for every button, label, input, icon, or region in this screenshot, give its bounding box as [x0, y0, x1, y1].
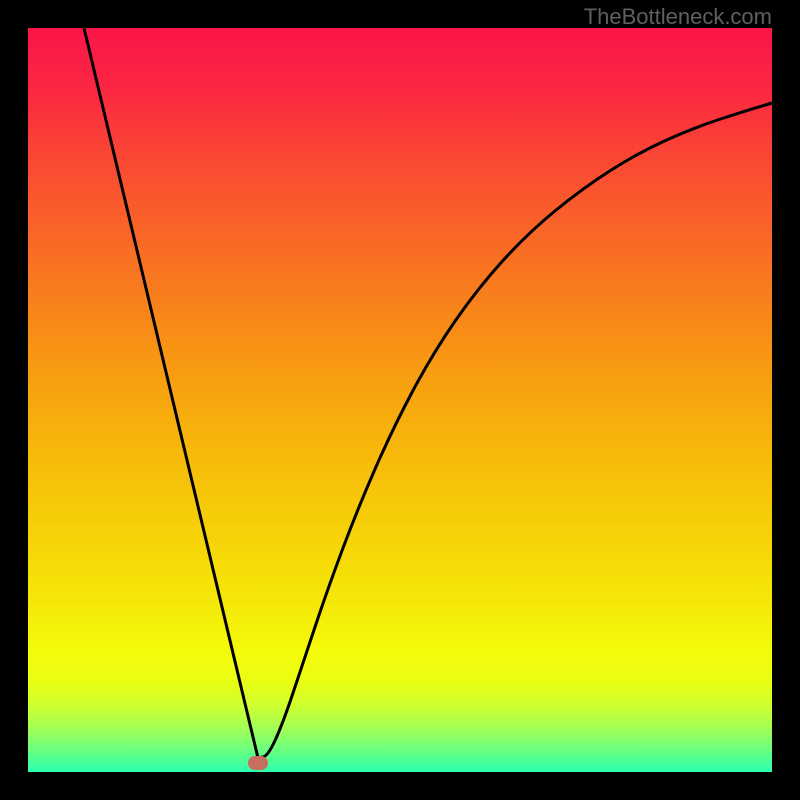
- optimal-point-marker: [248, 756, 268, 770]
- bottleneck-curve: [28, 28, 772, 772]
- plot-area: [28, 28, 772, 772]
- watermark-text: TheBottleneck.com: [584, 4, 772, 30]
